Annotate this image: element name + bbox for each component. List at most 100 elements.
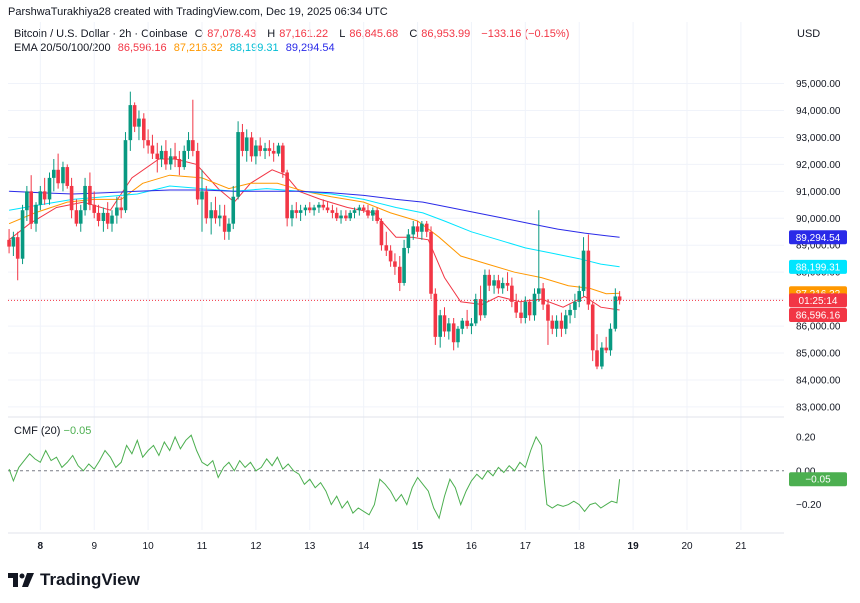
candle-down — [415, 220, 420, 238]
candle-down — [496, 274, 501, 294]
candle-down — [514, 293, 518, 318]
candle-down — [177, 150, 182, 176]
ema-legend: EMA 20/50/100/200 86,596.16 87,216.32 88… — [14, 42, 339, 54]
candle-down — [595, 334, 599, 370]
candle-body — [276, 145, 281, 154]
ema-legend-label[interactable]: EMA 20/50/100/200 — [14, 42, 111, 54]
candle-down — [96, 204, 101, 227]
candle-down — [249, 132, 254, 162]
candle-body — [483, 274, 487, 316]
price-tick-label: 92,000.00 — [796, 160, 841, 171]
candle-up — [568, 304, 572, 324]
candle-body — [209, 210, 213, 219]
cmf-label[interactable]: CMF (20) — [14, 425, 61, 437]
candle-body — [357, 207, 362, 211]
candle-body — [411, 226, 416, 235]
candle-body — [244, 137, 249, 151]
candle-body — [546, 304, 550, 321]
candle-body — [325, 207, 330, 211]
candle-down — [173, 142, 177, 168]
candle-body — [600, 347, 604, 367]
candle-up — [231, 185, 236, 230]
candle-body — [61, 167, 65, 184]
candle-body — [96, 212, 101, 221]
candle-body — [563, 315, 568, 329]
candle-body — [420, 223, 424, 232]
candle-body — [267, 148, 272, 151]
candle-up — [460, 317, 465, 335]
cmf-value-badge-bg — [789, 472, 847, 487]
candle-up — [456, 326, 460, 348]
candle-body — [510, 285, 514, 302]
candle-body — [478, 299, 483, 316]
candle-body — [604, 347, 608, 351]
candle-up — [473, 293, 478, 327]
candle-down — [604, 336, 608, 354]
candle-body — [608, 328, 613, 351]
candle-up — [317, 202, 321, 213]
price-axis[interactable]: 95,000.00 94,000.00 93,000.00 92,000.00 91,0… — [796, 79, 841, 413]
candle-up — [83, 177, 87, 216]
candle-body — [519, 312, 523, 318]
candle-body — [146, 140, 150, 146]
candle-up — [554, 315, 559, 337]
candle-down — [281, 142, 285, 178]
candle-up — [52, 159, 56, 192]
time-axis[interactable]: 8 9 10 11 12 13 14 15 16 17 18 19 20 21 — [38, 541, 747, 552]
time-tick-label: 14 — [358, 541, 370, 552]
candle-body — [307, 207, 312, 211]
time-tick-label: 12 — [250, 541, 262, 552]
candle-up — [236, 121, 240, 200]
candle-body — [487, 274, 492, 286]
tradingview-logo[interactable]: TradingView — [8, 570, 140, 590]
candle-body — [15, 237, 20, 259]
candle-down — [119, 196, 123, 219]
candle-down — [15, 231, 20, 281]
candle-up — [523, 296, 528, 324]
candle-up — [182, 145, 187, 170]
candle-up — [563, 309, 568, 335]
candle-body — [110, 215, 114, 224]
tradingview-logo-text: TradingView — [40, 570, 140, 589]
symbol-title[interactable]: Bitcoin / U.S. Dollar · 2h · Coinbase — [14, 28, 188, 40]
candle-body — [303, 207, 308, 211]
cmf-value-badge: −0.05 — [789, 472, 847, 487]
candle-body — [204, 191, 209, 219]
candle-down — [69, 177, 74, 219]
candle-body — [550, 320, 555, 329]
candle-up — [227, 218, 231, 240]
candle-up — [447, 317, 451, 340]
candle-down — [388, 245, 393, 267]
candle-body — [344, 215, 348, 219]
ema20-price-badge-text: 86,596.16 — [796, 311, 841, 322]
candle-body — [451, 323, 456, 343]
candle-body — [384, 245, 389, 251]
currency-label[interactable]: USD — [797, 28, 821, 40]
candle-down — [240, 123, 245, 157]
candle-body — [236, 132, 240, 197]
candle-body — [317, 204, 321, 208]
price-tick-label: 85,000.00 — [796, 349, 841, 360]
candle-body — [447, 323, 451, 332]
candle-down — [325, 202, 330, 213]
candle-body — [397, 266, 402, 283]
candle-body — [415, 226, 420, 232]
candle-body — [240, 132, 245, 151]
candle-body — [38, 191, 43, 205]
candle-body — [65, 167, 70, 186]
ema50-legend-value: 87,216.32 — [173, 42, 223, 54]
candle-body — [438, 315, 442, 337]
candle-down — [142, 113, 146, 149]
candle-down — [541, 282, 545, 310]
ema20-price-badge-bg — [789, 308, 847, 323]
candle-body — [56, 169, 60, 184]
candle-down — [307, 202, 312, 213]
candle-body — [581, 250, 586, 292]
candle-body — [527, 301, 532, 316]
ema100-legend-value: 88,199.31 — [229, 42, 279, 54]
candle-down — [267, 140, 272, 157]
candle-down — [271, 142, 276, 162]
candle-up — [101, 207, 106, 232]
candle-body — [514, 301, 518, 313]
